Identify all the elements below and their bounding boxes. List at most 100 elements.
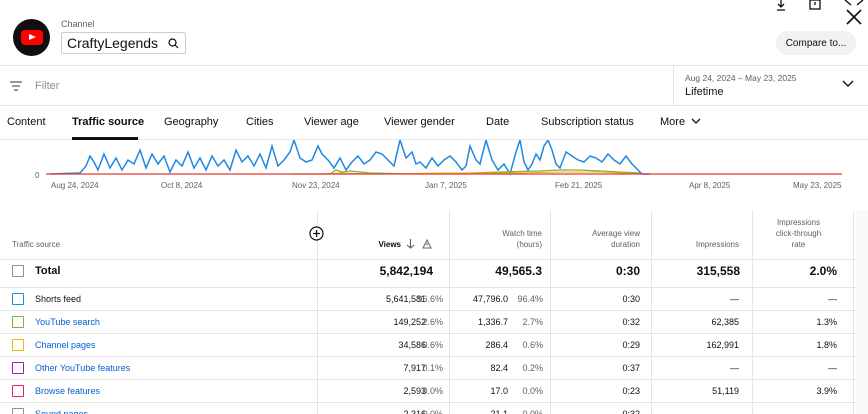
cell-views-percent: 0.6%: [422, 340, 443, 350]
cell-average-view-duration: 0:30: [622, 294, 640, 304]
cell-ctr: —: [828, 363, 837, 373]
warning-icon[interactable]: [422, 239, 432, 249]
traffic-chart: 0 Aug 24, 2024 Oct 8, 2024 Nov 23, 2024 …: [0, 140, 868, 194]
row-source-label[interactable]: YouTube search: [35, 317, 100, 327]
cell-impressions: 51,119: [712, 386, 739, 396]
date-range-selector[interactable]: Aug 24, 2024 – May 23, 2025 Lifetime: [673, 66, 868, 106]
column-divider: [651, 210, 652, 414]
chevron-down-icon: [842, 80, 854, 87]
tab-date[interactable]: Date: [486, 116, 510, 128]
cell-watch-time: 1,336.7: [477, 317, 508, 327]
chart-x-tick: Oct 8, 2024: [161, 181, 203, 190]
table-scrollbar[interactable]: [856, 210, 868, 414]
header-avg-line1: Average view: [592, 229, 640, 238]
report-tabs: Content Traffic source Geography Cities …: [0, 106, 868, 140]
cell-impressions: —: [730, 409, 739, 414]
header-avg-line2: duration: [611, 240, 640, 249]
cell-watch-time-percent: 0.0%: [522, 409, 543, 414]
cell-ctr: 3.9%: [816, 386, 837, 396]
chevron-down-icon: [691, 118, 701, 124]
cell-watch-time-percent: 0.0%: [522, 386, 543, 396]
cell-views-percent: 96.6%: [417, 294, 443, 304]
channel-header: Channel CraftyLegends Compare to...: [0, 0, 868, 66]
column-divider: [550, 210, 551, 414]
row-checkbox[interactable]: [12, 316, 24, 328]
tab-viewer-gender[interactable]: Viewer gender: [384, 116, 455, 128]
feedback-icon[interactable]: [808, 0, 822, 12]
header-impressions[interactable]: Impressions: [695, 240, 739, 249]
tab-traffic-source[interactable]: Traffic source: [72, 116, 145, 128]
chart-x-tick: Jan 7, 2025: [425, 181, 467, 190]
table-row: [0, 334, 868, 357]
channel-selector[interactable]: CraftyLegends: [61, 32, 187, 54]
table-header-row: [0, 210, 868, 260]
cell-views: 149,252: [393, 317, 426, 327]
header-traffic-source[interactable]: Traffic source: [12, 240, 61, 249]
chart-x-tick: Apr 8, 2025: [689, 181, 731, 190]
cell-average-view-duration: 0:32: [622, 317, 640, 327]
total-label: Total: [35, 265, 61, 277]
tab-content[interactable]: Content: [7, 116, 46, 128]
header-watch-time[interactable]: Watch time (hours): [470, 228, 542, 250]
tab-subscription-status[interactable]: Subscription status: [541, 116, 634, 128]
filter-input[interactable]: Filter: [35, 80, 60, 92]
chart-y-zero-label: 0: [35, 171, 40, 180]
youtube-logo-icon: [20, 30, 43, 45]
header-watch-time-line2: (hours): [516, 240, 542, 249]
total-watch-time: 49,565.3: [495, 264, 542, 278]
row-checkbox[interactable]: [12, 408, 24, 414]
tab-cities[interactable]: Cities: [246, 116, 274, 128]
date-range-text: Aug 24, 2024 – May 23, 2025: [685, 73, 797, 83]
channel-name: CraftyLegends: [67, 35, 159, 51]
close-icon[interactable]: [841, 0, 867, 26]
header-impressions-ctr[interactable]: Impressions click-through rate: [760, 217, 837, 250]
chart-x-tick: May 23, 2025: [793, 181, 842, 190]
total-views: 5,842,194: [379, 264, 433, 278]
filter-icon[interactable]: [9, 80, 23, 92]
row-checkbox[interactable]: [12, 339, 24, 351]
cell-average-view-duration: 0:23: [622, 386, 640, 396]
cell-watch-time-percent: 96.4%: [517, 294, 543, 304]
cell-impressions: 62,385: [711, 317, 739, 327]
header-views[interactable]: Views: [378, 240, 401, 249]
tab-more[interactable]: More: [660, 116, 701, 128]
row-source-label[interactable]: Browse features: [35, 386, 101, 396]
cell-impressions: —: [730, 363, 739, 373]
table-row: [0, 311, 868, 334]
row-source-label[interactable]: Other YouTube features: [35, 363, 131, 373]
sort-descending-icon[interactable]: [406, 239, 415, 249]
cell-ctr: —: [828, 409, 837, 414]
header-ctr-line3: rate: [791, 240, 806, 249]
row-checkbox[interactable]: [12, 385, 24, 397]
row-source-label[interactable]: Channel pages: [35, 340, 96, 350]
cell-watch-time: 17.0: [490, 386, 508, 396]
chart-series-tertiary: [319, 171, 641, 175]
total-checkbox[interactable]: [12, 265, 24, 277]
row-source-label[interactable]: Sound pages: [35, 409, 89, 414]
cell-watch-time: 82.4: [490, 363, 508, 373]
table-row: [0, 357, 868, 380]
tab-geography[interactable]: Geography: [164, 116, 219, 128]
download-icon[interactable]: [774, 0, 788, 12]
search-icon[interactable]: [168, 37, 179, 49]
chart-x-tick: Feb 21, 2025: [555, 181, 603, 190]
cell-average-view-duration: 0:29: [622, 340, 640, 350]
column-divider: [752, 210, 753, 414]
column-divider: [317, 210, 318, 414]
add-column-icon[interactable]: [309, 226, 324, 241]
cell-watch-time-percent: 0.2%: [522, 363, 543, 373]
compare-to-button[interactable]: Compare to...: [776, 31, 856, 55]
row-checkbox[interactable]: [12, 362, 24, 374]
tab-more-label: More: [660, 116, 686, 128]
channel-avatar[interactable]: [13, 19, 50, 56]
tab-viewer-age[interactable]: Viewer age: [304, 116, 359, 128]
cell-ctr: —: [828, 294, 837, 304]
header-ctr-line1: Impressions: [776, 218, 821, 227]
column-divider: [853, 210, 854, 414]
row-checkbox[interactable]: [12, 293, 24, 305]
header-average-view-duration[interactable]: Average view duration: [560, 228, 640, 250]
chart-series-primary: [49, 140, 650, 176]
total-impressions: 315,558: [696, 264, 740, 278]
cell-impressions: —: [730, 294, 739, 304]
traffic-source-table: Traffic source Views Watch time (hours) …: [0, 210, 868, 414]
